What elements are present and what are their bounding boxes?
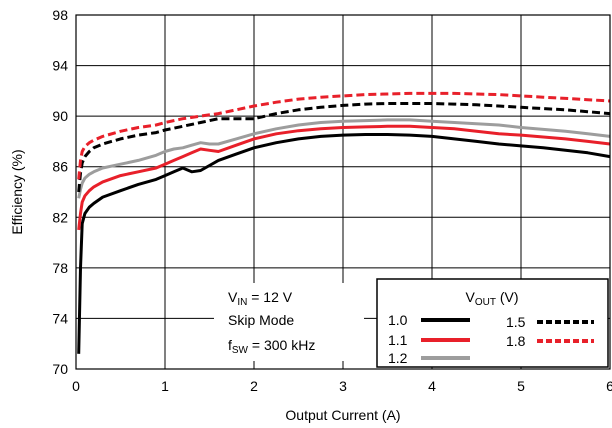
tick-labels: 0 1 2 3 4 5 6 70 74 78 82 86 90 94 98 [52,7,612,394]
series-line-1-1 [77,124,611,231]
fsw-sub: SW [232,345,249,356]
series-line-1-5 [77,102,611,193]
y-tick-label: 74 [52,310,68,326]
series-line-1-2 [77,118,611,199]
vin-main: V [228,289,238,305]
legend: VOUT (V) 1.0 1.1 1.2 1.5 1.8 [376,278,609,368]
legend-title: VOUT (V) [465,289,518,308]
y-axis-title: Efficiency (%) [9,149,25,234]
fsw-main: f [228,337,232,353]
condition-annotation: VIN = 12 V Skip Mode fSW = 300 kHz [214,283,364,361]
series-line-1-8 [77,91,611,180]
vin-sub: IN [237,297,247,308]
annotation-fsw: fSW = 300 kHz [228,337,315,356]
y-tick-label: 86 [52,159,68,175]
grid [76,15,610,369]
annotation-mode: Skip Mode [228,312,294,328]
y-tick-label: 94 [52,58,68,74]
x-tick-label: 6 [606,378,612,394]
legend-label-1-1: 1.1 [388,332,408,348]
x-axis-title: Output Current (A) [285,407,400,423]
x-tick-label: 3 [339,378,347,394]
legend-entries: 1.0 1.1 1.2 1.5 1.8 [388,312,594,366]
legend-title-main: V [465,289,475,305]
legend-title-rest: (V) [496,289,519,305]
legend-label-1-2: 1.2 [388,350,408,366]
legend-label-1-5: 1.5 [506,314,526,330]
x-tick-label: 1 [161,378,169,394]
x-tick-label: 5 [517,378,525,394]
y-tick-label: 90 [52,108,68,124]
y-tick-label: 78 [52,260,68,276]
x-tick-label: 2 [250,378,258,394]
legend-title-sub: OUT [475,297,496,308]
plot-frame [75,14,611,370]
legend-label-1-0: 1.0 [388,312,408,328]
y-tick-label: 82 [52,209,68,225]
annotation-vin: VIN = 12 V [228,289,293,308]
y-tick-label: 70 [52,361,68,377]
vin-rest: = 12 V [247,289,292,305]
annotation-background [214,283,364,361]
y-tick-label: 98 [52,7,68,23]
fsw-rest: = 300 kHz [248,337,315,353]
x-tick-label: 0 [72,378,80,394]
series-line-1-0 [77,133,611,354]
legend-label-1-8: 1.8 [506,333,526,349]
x-tick-label: 4 [428,378,436,394]
series-layer [77,91,611,354]
